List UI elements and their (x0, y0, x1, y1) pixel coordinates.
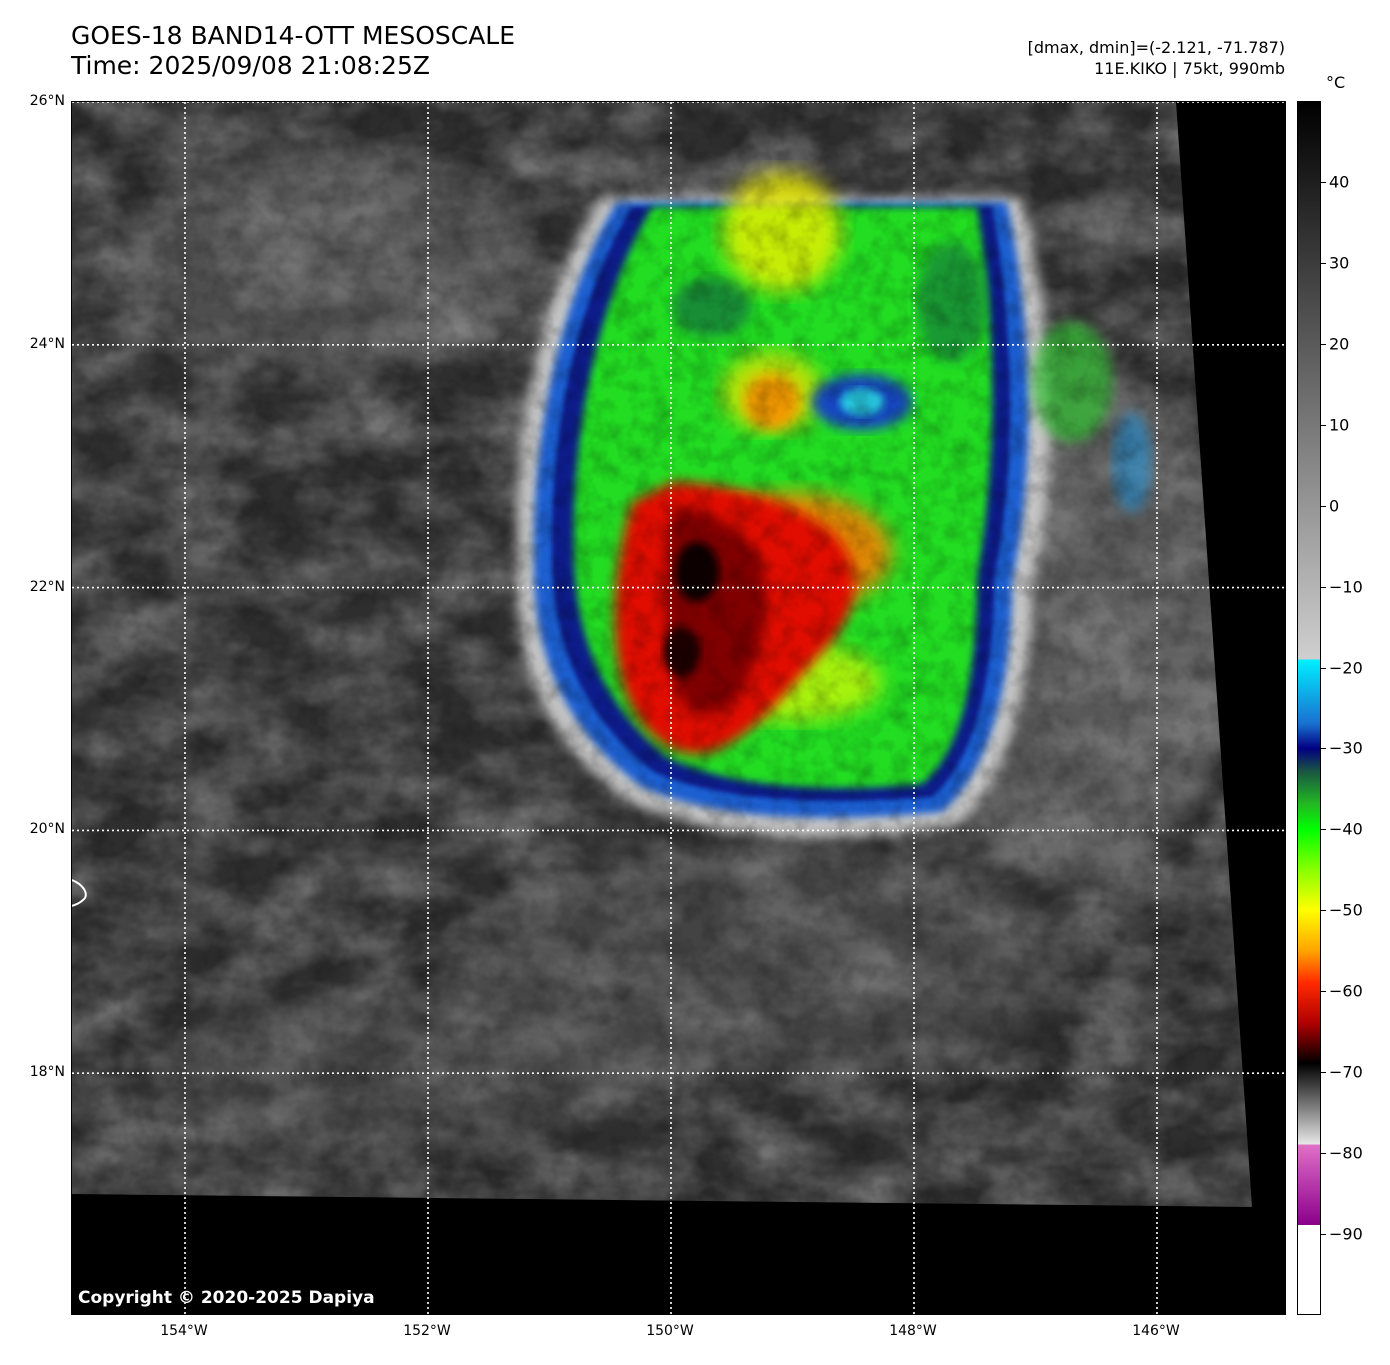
colorbar-tick (1321, 1234, 1326, 1236)
colorbar-tick-label: −70 (1329, 1062, 1363, 1082)
colorbar-tick (1321, 667, 1326, 669)
colorbar-tick-label: −50 (1329, 900, 1363, 920)
chart-title: GOES-18 BAND14-OTT MESOSCALE (71, 21, 516, 50)
colorbar-tick-label: −20 (1329, 658, 1363, 678)
colorbar-tick (1321, 424, 1326, 426)
coastline (72, 879, 87, 907)
lat-label: 24°N (29, 335, 65, 352)
lon-label: 154°W (160, 1323, 208, 1339)
lat-label: 20°N (29, 821, 65, 838)
colorbar-tick-label: 0 (1329, 496, 1340, 516)
colorbar-tick-label: 10 (1329, 415, 1350, 435)
colorbar-tick (1321, 343, 1326, 345)
colorbar-tick-label: −80 (1329, 1143, 1363, 1163)
temperature-colorbar (1297, 101, 1321, 1315)
lat-label: 22°N (29, 578, 65, 595)
copyright-label: Copyright © 2020-2025 Dapiya (78, 1288, 375, 1308)
lat-label: 18°N (29, 1064, 65, 1081)
colorbar-tick (1321, 262, 1326, 264)
colorbar-tick (1321, 829, 1326, 831)
lat-label: 26°N (29, 93, 65, 109)
lon-label: 152°W (403, 1323, 451, 1339)
lon-label: 146°W (1132, 1323, 1180, 1339)
satellite-imagery (72, 102, 1285, 1314)
colorbar-tick (1321, 991, 1326, 993)
timestamp: Time: 2025/09/08 21:08:25Z (71, 51, 430, 80)
colorbar-tick (1321, 748, 1326, 750)
lon-label: 148°W (889, 1323, 937, 1339)
colorbar-tick (1321, 586, 1326, 588)
colorbar-tick-label: −10 (1329, 577, 1363, 597)
colorbar-tick (1321, 1153, 1326, 1155)
colorbar-tick-label: −30 (1329, 738, 1363, 758)
colorbar-tick-label: 20 (1329, 334, 1350, 354)
colorbar-tick (1321, 910, 1326, 912)
dmax-dmin-readout: [dmax, dmin]=(-2.121, -71.787) (1027, 38, 1285, 57)
colorbar-tick (1321, 181, 1326, 183)
lon-label: 150°W (646, 1323, 694, 1339)
colorbar-tick-label: 40 (1329, 172, 1350, 192)
colorbar-tick (1321, 505, 1326, 507)
graticule (72, 102, 1285, 1314)
colorbar-tick-label: 30 (1329, 253, 1350, 273)
colorbar-tick-label: −90 (1329, 1224, 1363, 1244)
colorbar-unit: °C (1326, 73, 1346, 92)
colorbar-tick-label: −40 (1329, 819, 1363, 839)
colorbar-tick-label: −60 (1329, 981, 1363, 1001)
storm-info: 11E.KIKO | 75kt, 990mb (1094, 59, 1285, 78)
satellite-map: Copyright © 2020-2025 Dapiya (71, 101, 1286, 1315)
colorbar-tick (1321, 1072, 1326, 1074)
